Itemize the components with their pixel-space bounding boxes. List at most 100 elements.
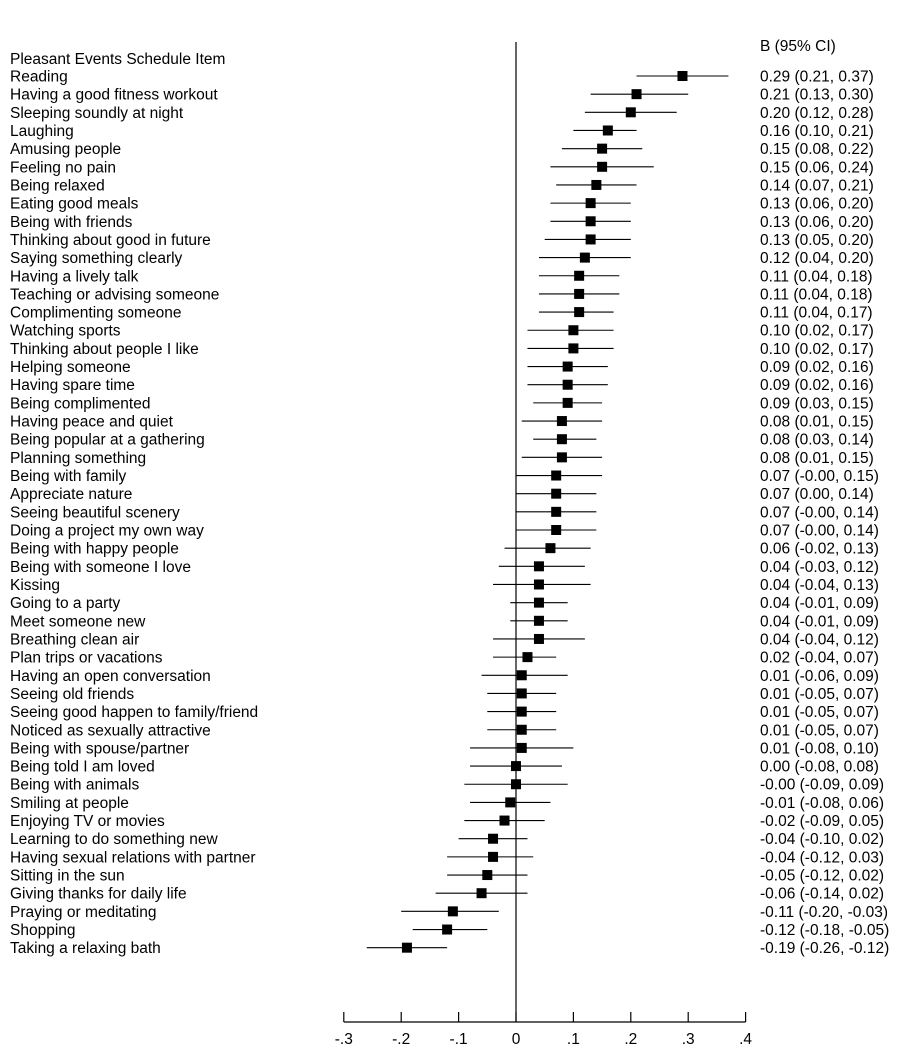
- estimate-ci-text: -0.04 (-0.12, 0.03): [760, 849, 884, 866]
- forest-row: Praying or meditating -0.11 (-0.20, -0.03…: [10, 904, 888, 921]
- estimate-marker: [556, 434, 567, 445]
- item-label: Having peace and quiet: [10, 414, 174, 431]
- estimate-marker: [533, 633, 544, 644]
- item-label: Seeing beautiful scenery: [10, 504, 180, 521]
- estimate-ci-text: 0.07 (-0.00, 0.15): [760, 468, 879, 485]
- x-tick-label: 0: [512, 1031, 521, 1048]
- estimate-ci-text: 0.07 (-0.00, 0.14): [760, 523, 879, 540]
- estimate-ci-text: 0.15 (0.06, 0.24): [760, 159, 874, 176]
- item-label: Amusing people: [10, 141, 121, 158]
- estimate-marker: [574, 288, 585, 299]
- estimate-ci-text: 0.08 (0.03, 0.14): [760, 432, 874, 449]
- item-label: Having an open conversation: [10, 668, 211, 685]
- item-label: Smiling at people: [10, 795, 129, 812]
- item-label: Thinking about people I like: [10, 341, 199, 358]
- item-label: Seeing good happen to family/friend: [10, 704, 258, 721]
- item-label: Having a lively talk: [10, 268, 139, 285]
- estimate-ci-text: 0.12 (0.04, 0.20): [760, 250, 874, 267]
- forest-row: Teaching or advising someone 0.11 (0.04, …: [10, 286, 873, 303]
- estimate-ci-text: -0.11 (-0.20, -0.03): [760, 904, 888, 921]
- estimate-ci-text: 0.16 (0.10, 0.21): [760, 123, 874, 140]
- item-label: Being with family: [10, 468, 127, 485]
- item-label: Being with spouse/partner: [10, 740, 189, 757]
- estimate-marker: [488, 833, 499, 844]
- estimate-marker: [562, 379, 573, 390]
- item-label: Being with animals: [10, 777, 139, 794]
- item-label: Thinking about good in future: [10, 232, 211, 249]
- forest-row: Going to a party 0.04 (-0.01, 0.09): [10, 595, 879, 612]
- x-tick-label: .3: [682, 1031, 695, 1048]
- forest-row: Having a lively talk 0.11 (0.04, 0.18): [10, 268, 873, 285]
- forest-row: Appreciate nature 0.07 (0.00, 0.14): [10, 486, 874, 503]
- estimate-marker: [631, 89, 642, 100]
- estimate-ci-text: 0.14 (0.07, 0.21): [760, 177, 874, 194]
- estimate-ci-text: 0.01 (-0.08, 0.10): [760, 740, 879, 757]
- estimate-marker: [597, 143, 608, 154]
- item-label: Giving thanks for daily life: [10, 886, 187, 903]
- item-label: Kissing: [10, 577, 60, 594]
- items-column-header: Pleasant Events Schedule Item: [10, 51, 225, 68]
- x-axis: -.3 -.2 -.1 0 .1 .2 .3 .4: [335, 1012, 752, 1048]
- forest-row: Sleeping soundly at night 0.20 (0.12, 0.2…: [10, 105, 874, 122]
- item-label: Meet someone new: [10, 613, 146, 630]
- estimate-marker: [516, 742, 527, 753]
- item-label: Breathing clean air: [10, 631, 139, 648]
- item-label: Helping someone: [10, 359, 131, 376]
- item-label: Taking a relaxing bath: [10, 940, 161, 957]
- estimate-marker: [533, 561, 544, 572]
- item-label: Doing a project my own way: [10, 523, 204, 540]
- estimate-marker: [533, 615, 544, 626]
- estimate-marker: [533, 579, 544, 590]
- x-tick-label: .4: [739, 1031, 752, 1048]
- forest-row: Feeling no pain 0.15 (0.06, 0.24): [10, 159, 874, 176]
- forest-row: Noticed as sexually attractive 0.01 (-0.0…: [10, 722, 879, 739]
- forest-row: Saying something clearly 0.12 (0.04, 0.20…: [10, 250, 874, 267]
- item-label: Learning to do something new: [10, 831, 218, 848]
- estimate-marker: [585, 198, 596, 209]
- estimate-marker: [505, 797, 516, 808]
- forest-row: Plan trips or vacations 0.02 (-0.04, 0.07…: [10, 650, 879, 667]
- forest-row: Thinking about good in future 0.13 (0.05,…: [10, 232, 874, 249]
- estimate-ci-text: 0.01 (-0.05, 0.07): [760, 722, 879, 739]
- estimate-ci-text: 0.04 (-0.04, 0.12): [760, 631, 879, 648]
- x-tick-label: .1: [567, 1031, 580, 1048]
- estimate-ci-text: 0.11 (0.04, 0.18): [760, 268, 873, 285]
- forest-row: Being relaxed 0.14 (0.07, 0.21): [10, 177, 874, 194]
- forest-row: Kissing 0.04 (-0.04, 0.13): [10, 577, 879, 594]
- estimate-ci-text: 0.00 (-0.08, 0.08): [760, 759, 879, 776]
- forest-row: Being popular at a gathering 0.08 (0.03, …: [10, 432, 874, 449]
- item-label: Being popular at a gathering: [10, 432, 205, 449]
- item-label: Noticed as sexually attractive: [10, 722, 211, 739]
- forest-row: Reading 0.29 (0.21, 0.37): [10, 69, 874, 86]
- estimate-ci-text: 0.07 (0.00, 0.14): [760, 486, 874, 503]
- estimate-marker: [574, 270, 585, 281]
- forest-row: Planning something 0.08 (0.01, 0.15): [10, 450, 874, 467]
- x-tick-label: -.1: [450, 1031, 468, 1048]
- forest-row: Learning to do something new -0.04 (-0.10…: [10, 831, 884, 848]
- forest-row: Seeing good happen to family/friend 0.01 …: [10, 704, 879, 721]
- forest-row: Smiling at people -0.01 (-0.08, 0.06): [10, 795, 884, 812]
- estimate-marker: [488, 851, 499, 862]
- estimate-ci-text: 0.15 (0.08, 0.22): [760, 141, 874, 158]
- item-label: Going to a party: [10, 595, 121, 612]
- forest-row: Seeing old friends 0.01 (-0.05, 0.07): [10, 686, 879, 703]
- estimate-ci-text: 0.20 (0.12, 0.28): [760, 105, 874, 122]
- item-label: Having sexual relations with partner: [10, 849, 256, 866]
- estimate-marker: [585, 234, 596, 245]
- estimate-marker: [562, 361, 573, 372]
- estimate-ci-text: 0.08 (0.01, 0.15): [760, 450, 874, 467]
- estimate-ci-text: 0.11 (0.04, 0.17): [760, 305, 873, 322]
- forest-row: Giving thanks for daily life -0.06 (-0.14…: [10, 886, 884, 903]
- estimate-ci-text: 0.10 (0.02, 0.17): [760, 341, 874, 358]
- forest-row: Doing a project my own way 0.07 (-0.00, 0…: [10, 523, 879, 540]
- item-label: Appreciate nature: [10, 486, 132, 503]
- estimate-marker: [591, 179, 602, 190]
- estimate-marker: [516, 706, 527, 717]
- item-label: Complimenting someone: [10, 305, 181, 322]
- estimate-ci-text: 0.08 (0.01, 0.15): [760, 414, 874, 431]
- estimate-marker: [516, 724, 527, 735]
- estimate-ci-text: 0.04 (-0.03, 0.12): [760, 559, 879, 576]
- item-label: Planning something: [10, 450, 146, 467]
- estimate-ci-text: 0.13 (0.06, 0.20): [760, 214, 874, 231]
